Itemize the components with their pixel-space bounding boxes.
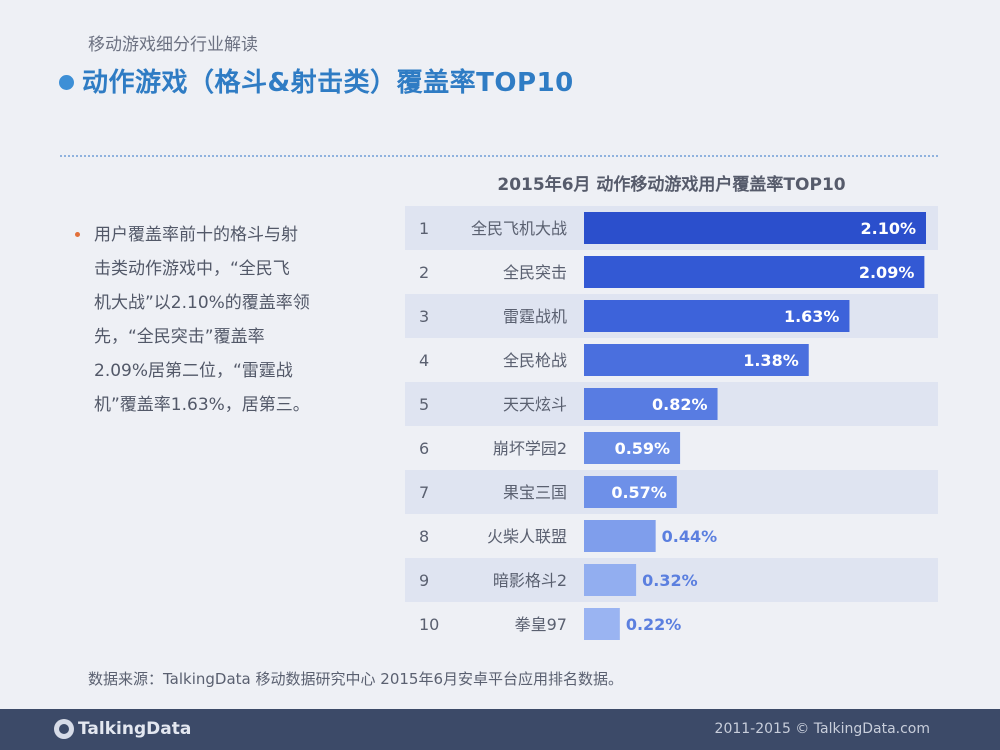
footer-copyright: 2011-2015 © TalkingData.com: [714, 721, 930, 737]
value-label: 0.57%: [611, 483, 667, 502]
game-name-label: 崩坏学园2: [493, 439, 567, 458]
summary-line: 击类动作游戏中，“全民飞: [94, 259, 290, 279]
rank-label: 9: [419, 571, 429, 590]
value-label: 0.59%: [615, 439, 671, 458]
game-name-label: 果宝三国: [503, 483, 567, 502]
bar: [584, 388, 718, 420]
bar: [584, 212, 926, 244]
dotted-divider: [60, 155, 938, 157]
row-stripe: [405, 558, 938, 602]
game-name-label: 雷霆战机: [503, 307, 567, 326]
game-name-label: 拳皇97: [515, 615, 567, 634]
value-label: 1.63%: [784, 307, 840, 326]
game-name-label: 全民枪战: [503, 351, 567, 370]
game-name-label: 全民突击: [503, 263, 567, 282]
game-name-label: 全民飞机大战: [471, 219, 567, 238]
title-bullet-dot: [59, 75, 74, 90]
summary-line: 用户覆盖率前十的格斗与射: [94, 225, 298, 245]
value-label: 0.82%: [652, 395, 708, 414]
value-label: 0.32%: [642, 571, 698, 590]
bar: [584, 300, 850, 332]
footer-bar: TalkingData 2011-2015 © TalkingData.com: [0, 709, 1000, 750]
rank-label: 7: [419, 483, 429, 502]
bar: [584, 564, 637, 596]
game-name-label: 暗影格斗2: [493, 571, 567, 590]
game-name-label: 火柴人联盟: [487, 527, 567, 546]
section-subtitle: 移动游戏细分行业解读: [88, 35, 258, 55]
value-label: 2.10%: [860, 219, 916, 238]
rank-label: 5: [419, 395, 429, 414]
rank-label: 4: [419, 351, 429, 370]
talkingdata-logo-icon: [54, 719, 74, 739]
bar: [584, 476, 677, 508]
summary-line: 机”覆盖率1.63%，居第三。: [94, 395, 310, 415]
summary-line: 2.09%居第二位，“雷霆战: [94, 361, 293, 381]
bar: [584, 608, 620, 640]
bar: [584, 520, 656, 552]
bullet-point-icon: [75, 232, 80, 237]
value-label: 1.38%: [743, 351, 799, 370]
rank-label: 2: [419, 263, 429, 282]
value-label: 0.22%: [626, 615, 682, 634]
rank-label: 10: [419, 615, 439, 634]
summary-line: 先，“全民突击”覆盖率: [94, 327, 265, 347]
summary-line: 机大战”以2.10%的覆盖率领: [94, 293, 310, 313]
rank-label: 8: [419, 527, 429, 546]
rank-label: 6: [419, 439, 429, 458]
data-source-note: 数据来源：TalkingData 移动数据研究中心 2015年6月安卓平台应用排…: [88, 670, 623, 688]
bar: [584, 256, 925, 288]
rank-label: 1: [419, 219, 429, 238]
bar: [584, 432, 681, 464]
chart-title: 2015年6月 动作移动游戏用户覆盖率TOP10: [497, 175, 846, 195]
footer-logo-text: TalkingData: [78, 719, 192, 739]
value-label: 2.09%: [859, 263, 915, 282]
summary-text: 用户覆盖率前十的格斗与射 击类动作游戏中，“全民飞 机大战”以2.10%的覆盖率…: [74, 218, 344, 422]
bar: [584, 344, 809, 376]
value-label: 0.44%: [662, 527, 718, 546]
page-title: 动作游戏（格斗&射击类）覆盖率TOP10: [82, 68, 574, 98]
game-name-label: 天天炫斗: [503, 395, 567, 414]
rank-label: 3: [419, 307, 429, 326]
